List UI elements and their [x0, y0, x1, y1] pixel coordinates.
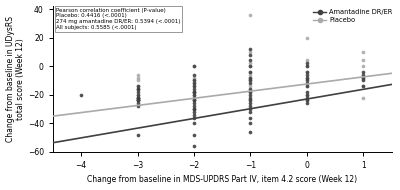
- Point: [247, 59, 254, 62]
- Point: [134, 90, 141, 93]
- Point: [304, 85, 310, 88]
- Point: [247, 70, 254, 73]
- Point: [191, 133, 197, 136]
- Point: [191, 82, 197, 85]
- Point: [247, 50, 254, 53]
- Point: [191, 105, 197, 108]
- Point: [360, 70, 366, 73]
- Point: [304, 65, 310, 68]
- Point: [191, 93, 197, 96]
- Point: [134, 96, 141, 99]
- Point: [134, 88, 141, 91]
- Point: [247, 65, 254, 68]
- Point: [247, 110, 254, 113]
- Point: [191, 96, 197, 99]
- Point: [247, 122, 254, 125]
- Point: [304, 85, 310, 88]
- Point: [304, 79, 310, 82]
- Point: [191, 79, 197, 82]
- Point: [191, 82, 197, 85]
- Point: [247, 79, 254, 82]
- Point: [191, 76, 197, 79]
- Point: [134, 79, 141, 82]
- Point: [134, 73, 141, 76]
- Point: [191, 108, 197, 111]
- Point: [247, 108, 254, 111]
- Point: [247, 116, 254, 119]
- Point: [247, 48, 254, 51]
- Point: [191, 99, 197, 102]
- Point: [191, 79, 197, 82]
- Point: [304, 76, 310, 79]
- Point: [304, 82, 310, 85]
- Point: [304, 93, 310, 96]
- Point: [191, 65, 197, 68]
- Point: [191, 93, 197, 96]
- Point: [304, 96, 310, 99]
- Point: [360, 76, 366, 79]
- Point: [247, 90, 254, 93]
- Point: [134, 93, 141, 96]
- Point: [134, 102, 141, 105]
- Point: [247, 73, 254, 76]
- Text: Pearson correlation coefficient (P-value)
Placebo: 0.4416 (<.0001)
274 mg amanta: Pearson correlation coefficient (P-value…: [56, 8, 181, 30]
- Point: [360, 79, 366, 82]
- Point: [134, 85, 141, 88]
- Legend: Amantadine DR/ER, Placebo: Amantadine DR/ER, Placebo: [310, 7, 395, 26]
- Point: [247, 130, 254, 133]
- Point: [134, 99, 141, 102]
- Point: [134, 96, 141, 99]
- Point: [191, 85, 197, 88]
- Point: [247, 99, 254, 102]
- Point: [191, 113, 197, 116]
- Point: [304, 90, 310, 93]
- Point: [247, 90, 254, 93]
- Point: [304, 99, 310, 102]
- Point: [247, 93, 254, 96]
- Point: [247, 76, 254, 79]
- Point: [247, 70, 254, 73]
- Point: [191, 65, 197, 68]
- Point: [304, 99, 310, 102]
- Point: [191, 108, 197, 111]
- Point: [191, 145, 197, 148]
- Point: [191, 90, 197, 93]
- Point: [134, 88, 141, 91]
- Point: [134, 93, 141, 96]
- Point: [360, 85, 366, 88]
- Point: [247, 79, 254, 82]
- Point: [247, 13, 254, 16]
- Point: [247, 65, 254, 68]
- Point: [304, 59, 310, 62]
- Point: [191, 110, 197, 113]
- Point: [304, 93, 310, 96]
- Point: [134, 76, 141, 79]
- Point: [360, 76, 366, 79]
- Point: [360, 50, 366, 53]
- Point: [247, 105, 254, 108]
- Point: [247, 53, 254, 56]
- Point: [191, 122, 197, 125]
- Point: [304, 73, 310, 76]
- Point: [78, 93, 84, 96]
- Point: [360, 85, 366, 88]
- Point: [191, 90, 197, 93]
- Point: [247, 76, 254, 79]
- Point: [191, 102, 197, 105]
- Point: [247, 88, 254, 91]
- Point: [134, 85, 141, 88]
- Point: [247, 62, 254, 65]
- Point: [304, 76, 310, 79]
- Point: [360, 65, 366, 68]
- Point: [360, 73, 366, 76]
- Point: [134, 99, 141, 102]
- Point: [191, 85, 197, 88]
- Point: [304, 70, 310, 73]
- Point: [191, 90, 197, 93]
- Point: [191, 73, 197, 76]
- Point: [304, 102, 310, 105]
- Point: [247, 102, 254, 105]
- Point: [247, 96, 254, 99]
- Point: [247, 85, 254, 88]
- Point: [304, 36, 310, 39]
